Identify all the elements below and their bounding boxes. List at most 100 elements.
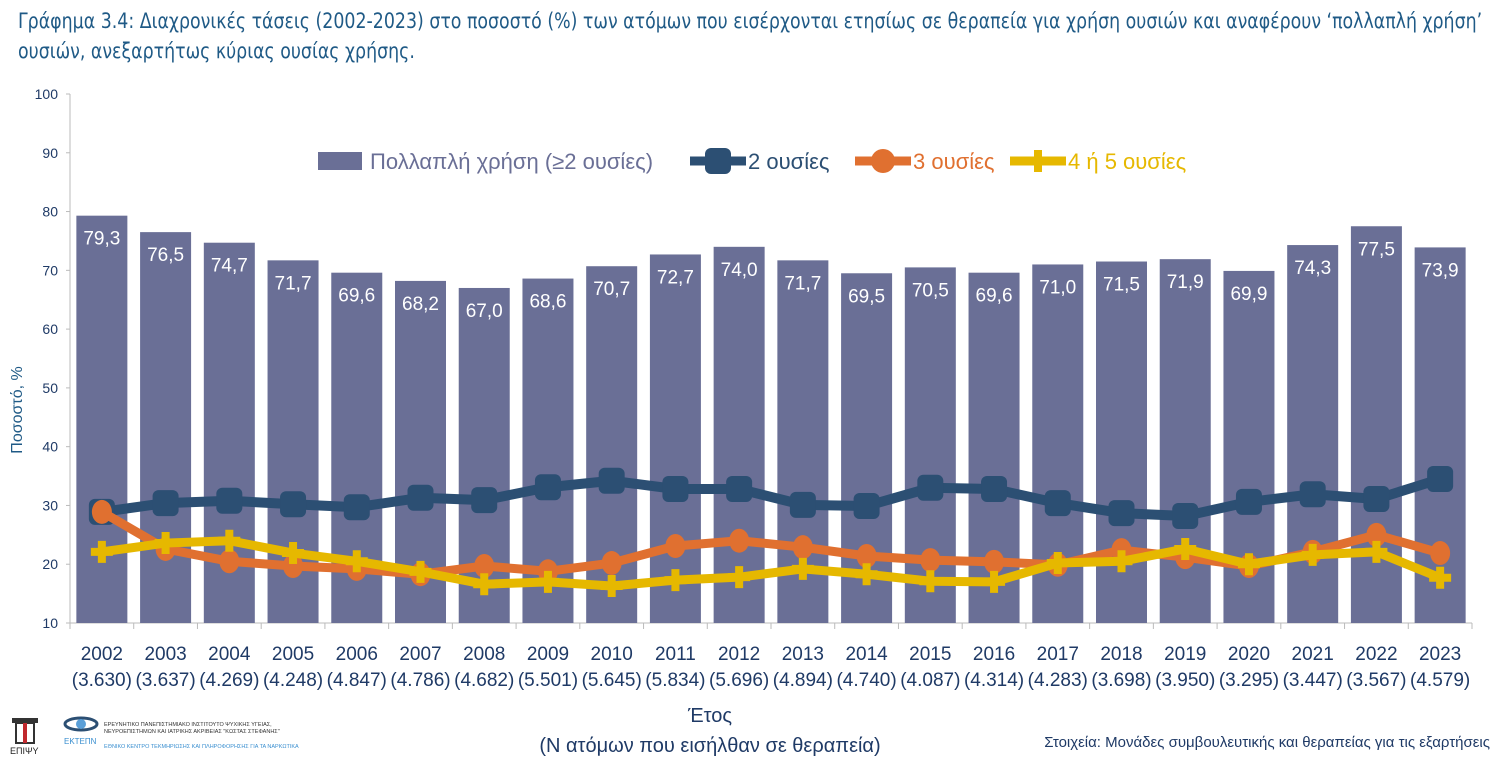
marker-3-substances [984, 549, 1005, 574]
x-tick-label: 2016 [973, 644, 1015, 665]
marker-4-5-substances [600, 574, 623, 597]
marker-2-substances [152, 490, 179, 517]
chart-title: Γράφημα 3.4: Διαχρονικές τάσεις (2002-20… [18, 9, 1483, 63]
bar-label: 77,5 [1358, 239, 1395, 260]
x-tick-label: 2010 [591, 644, 633, 665]
bar-label: 76,5 [147, 245, 184, 266]
x-n-label: (3.567) [1346, 670, 1406, 691]
marker-4-5-substances [282, 542, 305, 565]
marker-4-5-substances [791, 557, 814, 580]
marker-3-substances [283, 553, 304, 578]
y-tick-label: 30 [42, 497, 58, 513]
svg-text:ΕΡΕΥΝΗΤΙΚΟ ΠΑΝΕΠΙΣΤΗΜΙΑΚΟ ΙΝΣΤ: ΕΡΕΥΝΗΤΙΚΟ ΠΑΝΕΠΙΣΤΗΜΙΑΚΟ ΙΝΣΤΙΤΟΥΤΟ ΨΥΧ… [104, 722, 272, 728]
marker-4-5-substances [473, 573, 496, 596]
x-tick-label: 2013 [782, 644, 824, 665]
bar-label: 70,7 [593, 279, 630, 300]
marker-3-substances [219, 549, 240, 574]
line-2 ουσίες [101, 474, 1442, 522]
y-tick-label: 20 [42, 556, 58, 572]
marker-2-substances [1235, 488, 1262, 515]
y-tick-label: 10 [42, 615, 58, 631]
marker-4-5-substances [409, 560, 432, 583]
bar-label: 71,7 [275, 273, 312, 294]
line-3 ουσίες [99, 508, 1442, 579]
marker-2-substances [917, 474, 944, 501]
marker-3-substances [601, 551, 622, 576]
marker-4-5-substances [345, 550, 368, 573]
marker-2-substances [789, 491, 816, 518]
legend-marker [871, 149, 895, 173]
marker-2-substances [853, 493, 880, 520]
x-n-label: (3.447) [1283, 670, 1343, 691]
x-n-label: (4.087) [900, 670, 960, 691]
marker-2-substances [216, 487, 243, 514]
x-tick-label: 2014 [845, 644, 888, 665]
x-tick-label: 2022 [1355, 644, 1397, 665]
x-tick-label: 2023 [1419, 644, 1461, 665]
x-n-label: (4.740) [836, 670, 896, 691]
x-tick-label: 2006 [336, 644, 378, 665]
x-tick-label: 2005 [272, 644, 314, 665]
marker-3-substances [729, 528, 750, 553]
x-tick-label: 2007 [399, 644, 441, 665]
institute-logos: ΕΠΙΨΥ ΕΚΤΕΠΝ ΕΡΕΥΝΗΤΙΚΟ ΠΑΝΕΠΙΣΤΗΜΙΑΚΟ Ι… [10, 716, 299, 756]
marker-4-5-substances [1365, 540, 1388, 563]
x-n-label: (3.630) [72, 670, 132, 691]
x-n-label: (4.269) [199, 670, 259, 691]
x-tick-label: 2008 [463, 644, 505, 665]
x-tick-label: 2017 [1037, 644, 1079, 665]
bar-label: 68,2 [402, 294, 439, 315]
marker-3-substances [474, 553, 495, 578]
x-n-label: (4.314) [964, 670, 1024, 691]
y-tick-label: 70 [42, 262, 58, 278]
marker-3-substances [920, 548, 941, 573]
marker-2-substances [726, 475, 753, 502]
marker-3-substances [91, 499, 112, 524]
x-tick-label: 2019 [1164, 644, 1206, 665]
bar-2003 [140, 232, 192, 623]
marker-2-substances [534, 474, 561, 501]
x-axis-subtitle: (Ν ατόμων που εισήλθαν σε θεραπεία) [539, 735, 880, 757]
marker-2-substances [1172, 503, 1199, 530]
marker-2-substances [280, 491, 307, 518]
marker-4-5-substances [154, 532, 177, 555]
marker-3-substances [1430, 541, 1451, 566]
legend-marker [705, 148, 731, 174]
x-tick-label: 2011 [655, 644, 696, 665]
x-n-label: (4.847) [327, 670, 387, 691]
bar-label: 69,5 [848, 286, 885, 307]
y-tick-label: 60 [42, 321, 58, 337]
bar-label: 73,9 [1422, 260, 1459, 281]
x-tick-label: 2021 [1292, 644, 1334, 665]
marker-4-5-substances [1174, 537, 1197, 560]
bar-label: 74,7 [211, 256, 248, 277]
bar-label: 71,5 [1103, 275, 1140, 296]
bar-label: 74,0 [721, 260, 758, 281]
x-n-label: (3.698) [1091, 670, 1151, 691]
x-n-label: (3.950) [1155, 670, 1215, 691]
marker-2-substances [598, 467, 625, 494]
y-axis-title: Ποσοστό, % [9, 366, 26, 453]
y-tick-label: 90 [42, 145, 58, 161]
marker-2-substances [1363, 485, 1390, 512]
x-n-label: (3.295) [1219, 670, 1279, 691]
marker-4-5-substances [1301, 543, 1324, 566]
y-tick-label: 100 [35, 86, 59, 102]
x-tick-label: 2009 [527, 644, 569, 665]
marker-4-5-substances [1046, 552, 1069, 575]
x-axis-title: Έτος [687, 705, 732, 727]
marker-4-5-substances [664, 569, 687, 592]
x-tick-label: 2020 [1228, 644, 1270, 665]
legend-label: 3 ουσίες [913, 149, 995, 174]
svg-text:ΝΕΥΡΟΕΠΙΣΤΗΜΩΝ ΚΑΙ ΙΑΤΡΙΚΗΣ ΑΚ: ΝΕΥΡΟΕΠΙΣΤΗΜΩΝ ΚΑΙ ΙΑΤΡΙΚΗΣ ΑΚΡΙΒΕΙΑΣ "Κ… [104, 729, 280, 735]
x-n-label: (5.834) [645, 670, 705, 691]
x-n-label: (3.637) [135, 670, 195, 691]
x-tick-label: 2018 [1100, 644, 1142, 665]
x-n-label: (4.894) [773, 670, 833, 691]
marker-4-5-substances [983, 570, 1006, 593]
marker-4-5-substances [855, 563, 878, 586]
svg-text:ΕΘΝΙΚΟ ΚΕΝΤΡΟ ΤΕΚΜΗΡΙΩΣΗΣ ΚΑΙ: ΕΘΝΙΚΟ ΚΕΝΤΡΟ ΤΕΚΜΗΡΙΩΣΗΣ ΚΑΙ ΠΛΗΡΟΦΟΡΗΣ… [104, 744, 299, 750]
x-tick-label: 2003 [144, 644, 186, 665]
marker-4-5-substances [218, 529, 241, 552]
svg-text:ΕΚΤΕΠΝ: ΕΚΤΕΠΝ [64, 737, 97, 746]
